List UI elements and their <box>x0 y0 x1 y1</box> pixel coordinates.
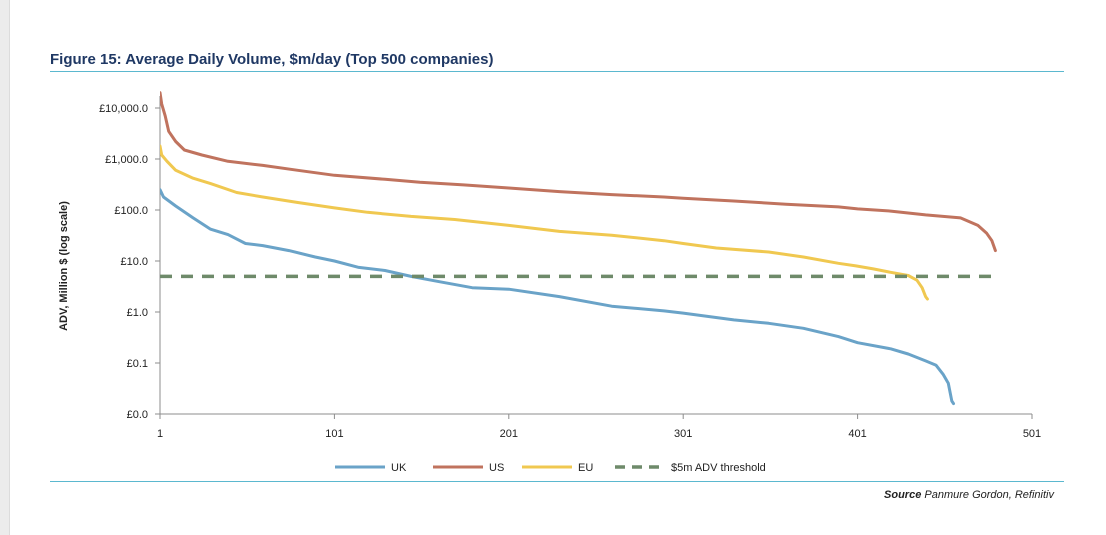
y-tick-label: £1.0 <box>127 307 148 319</box>
x-tick-label: 501 <box>1023 428 1041 440</box>
x-tick-label: 401 <box>848 428 866 440</box>
legend-label-uk: UK <box>391 462 407 474</box>
y-tick-label: £0.1 <box>127 358 148 370</box>
legend-label-us: US <box>489 462 504 474</box>
legend-label-5m-adv-threshold: $5m ADV threshold <box>671 462 766 474</box>
legend-label-eu: EU <box>578 462 593 474</box>
y-tick-label: £0.0 <box>127 409 148 421</box>
x-tick-label: 101 <box>325 428 343 440</box>
y-tick-label: £10,000.0 <box>99 103 148 115</box>
page-edge <box>0 0 10 535</box>
y-tick-label: £1,000.0 <box>105 154 148 166</box>
source-rule <box>50 481 1064 482</box>
y-tick-label: £100.0 <box>114 205 148 217</box>
series-line-eu <box>160 144 929 301</box>
figure-title: Figure 15: Average Daily Volume, $m/day … <box>50 51 494 68</box>
source-label: Source <box>884 489 922 501</box>
x-tick-label: 301 <box>674 428 692 440</box>
y-tick-label: £10.0 <box>120 256 148 268</box>
source-note: Source Panmure Gordon, Refinitiv <box>884 489 1054 501</box>
x-tick-label: 1 <box>157 428 163 440</box>
series-line-us <box>160 91 997 253</box>
title-rule <box>50 71 1064 72</box>
series-line-uk <box>160 188 955 406</box>
x-tick-label: 201 <box>500 428 518 440</box>
source-text: Panmure Gordon, Refinitiv <box>924 489 1054 501</box>
y-axis-title: ADV, Million $ (log scale) <box>58 201 70 331</box>
